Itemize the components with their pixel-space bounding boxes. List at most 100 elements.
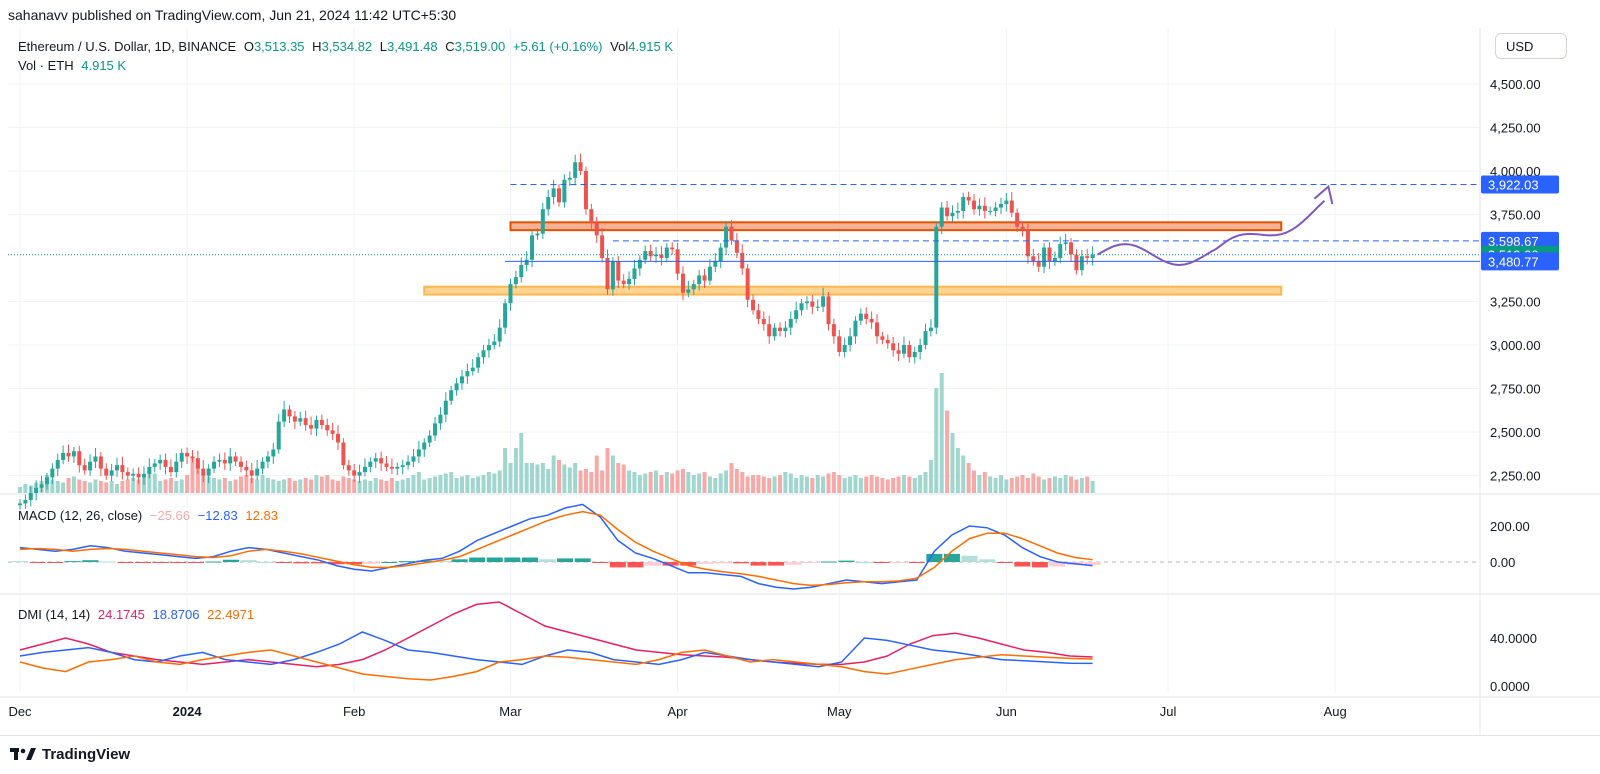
volume-bar (185, 475, 190, 493)
volume-bar (675, 470, 680, 493)
candle-body (1031, 256, 1036, 262)
vol-label: Vol (610, 39, 629, 54)
volume-bar (907, 476, 912, 493)
macd-tick-label: 0.00 (1490, 555, 1515, 570)
volume-bar (179, 479, 184, 493)
volume-bar (330, 479, 335, 493)
candle-body (244, 466, 249, 471)
dmi-plus-value: 18.8706 (152, 607, 200, 622)
volume-bar (433, 476, 438, 493)
volume-bar (454, 478, 459, 493)
candle-body (530, 235, 535, 260)
candle-body (794, 310, 799, 319)
candle-body (411, 456, 416, 462)
time-tick-label: Jun (996, 704, 1017, 719)
volume-bar (168, 478, 173, 493)
candle-body (282, 409, 287, 422)
dmi-label[interactable]: DMI (14, 14) (18, 607, 91, 622)
volume-bar (1085, 476, 1090, 493)
volume-bar (988, 476, 993, 493)
volume-bar (934, 388, 939, 493)
price-tick-label: 3,250.00 (1490, 295, 1541, 310)
volume-bar (98, 481, 103, 493)
volume-bar (1074, 479, 1079, 493)
candle-body (508, 284, 513, 304)
volume-bar (346, 478, 351, 493)
volume-bar (303, 478, 308, 493)
candle-body (869, 318, 874, 323)
volume-bar (61, 482, 66, 493)
candle-body (745, 268, 750, 300)
tradingview-logo[interactable]: TradingView (10, 746, 130, 763)
candle-body (513, 277, 518, 285)
price-tick-label: 4,500.00 (1490, 77, 1541, 92)
price-tick-label: 2,500.00 (1490, 425, 1541, 440)
candle-body (384, 463, 389, 467)
candle-body (610, 261, 615, 290)
candle-body (842, 345, 847, 352)
candle-body (303, 418, 308, 426)
candle-body (195, 458, 200, 469)
volume-bar (600, 470, 605, 493)
volume-bar (55, 481, 60, 493)
candle-body (314, 419, 319, 429)
candle-body (686, 289, 691, 293)
dmi-plus-line (19, 631, 1093, 668)
macd-hist-bar (275, 562, 292, 563)
volume-bar (761, 476, 766, 493)
macd-hist-bar (609, 562, 626, 568)
volume-bar (540, 463, 545, 493)
candle-body (804, 301, 809, 304)
volume-bar (998, 475, 1003, 493)
volume-bar (546, 469, 551, 493)
time-tick-label: 2024 (173, 704, 203, 719)
candle-body (573, 162, 578, 178)
price-tag-label: 3,480.77 (1488, 254, 1539, 269)
volume-bar (804, 476, 809, 493)
volume-bar (848, 476, 853, 493)
volume-bar (212, 478, 217, 493)
volume-bar (492, 473, 497, 493)
candle-body (853, 320, 858, 337)
macd-hist-bar (943, 553, 960, 562)
candle-body (1009, 200, 1014, 213)
volume-bar (422, 479, 427, 493)
candle-body (540, 209, 545, 234)
candle-body (821, 296, 826, 307)
vol-row-label[interactable]: Vol · ETH (18, 58, 74, 73)
volume-bar (1058, 478, 1063, 493)
candle-body (955, 211, 960, 213)
macd-hist-bar (1031, 562, 1048, 568)
candle-body (557, 188, 561, 203)
candle-body (249, 470, 254, 476)
macd-hist-bar (187, 562, 204, 563)
macd-hist-bar (398, 561, 415, 563)
volume-bar (1031, 473, 1036, 493)
candle-body (1015, 212, 1020, 227)
candle-body (767, 324, 772, 337)
high-label: H (312, 39, 322, 54)
currency-button[interactable]: USD (1495, 33, 1567, 59)
volume-bar (530, 463, 535, 493)
candle-body (858, 313, 863, 321)
macd-line (19, 503, 1093, 590)
candle-body (788, 318, 793, 328)
macd-hist-bar (82, 560, 99, 562)
symbol-name[interactable]: Ethereum / U.S. Dollar, 1D, BINANCE (18, 39, 237, 54)
volume-bar (206, 476, 211, 493)
candle-body (998, 204, 1003, 208)
candle-body (125, 472, 130, 476)
volume-bar (395, 481, 400, 493)
candle-body (395, 466, 400, 469)
zone-resistance (509, 221, 1283, 232)
chart-canvas[interactable]: 4,500.00 4,250.00 4,000.00 3,750.00 3,250.00… (0, 0, 1600, 735)
volume-bar (120, 481, 125, 493)
volume-bar (858, 478, 863, 493)
volume-bar (88, 482, 93, 493)
candle-body (654, 254, 659, 257)
volume-bar (465, 475, 470, 493)
candle-body (799, 303, 804, 311)
macd-label[interactable]: MACD (12, 26, close) (18, 508, 143, 523)
macd-hist-bar (926, 553, 943, 562)
candle-body (470, 367, 475, 372)
